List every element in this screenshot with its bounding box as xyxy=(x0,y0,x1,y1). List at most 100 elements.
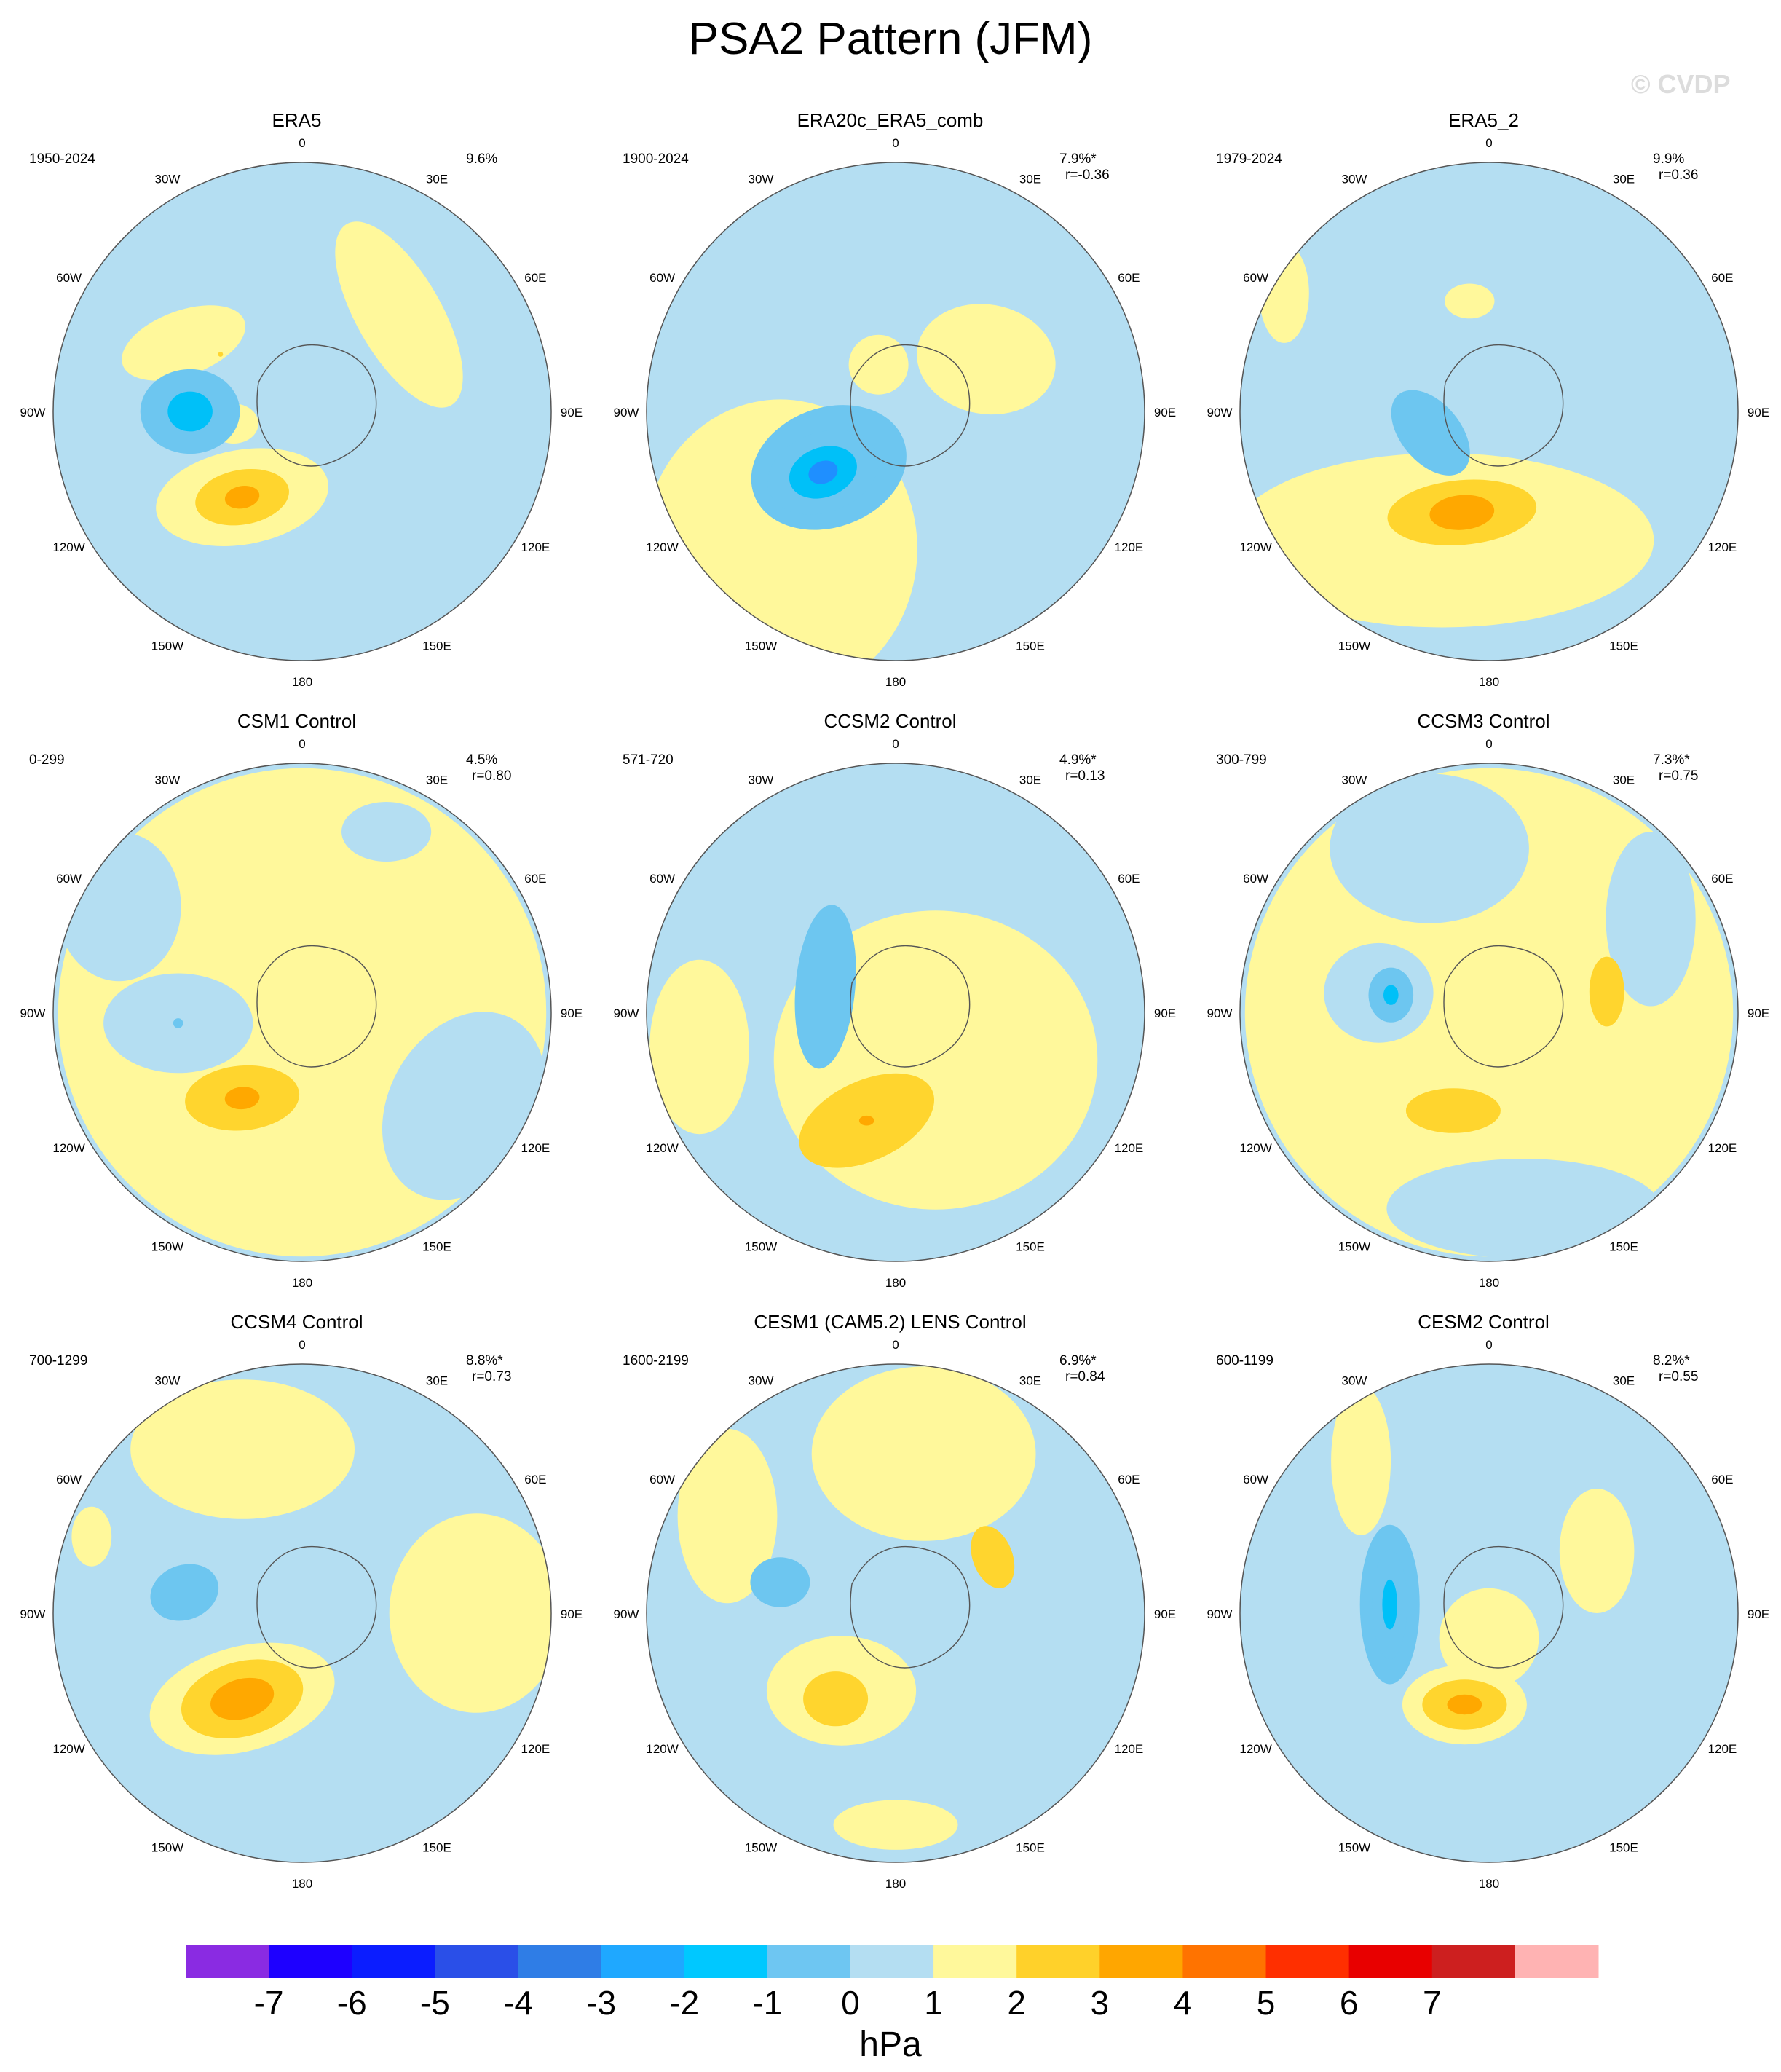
anomaly-contour xyxy=(1405,1088,1501,1133)
longitude-label: 0 xyxy=(892,136,899,150)
longitude-label: 120W xyxy=(1239,1141,1271,1155)
panel-title: ERA5 xyxy=(272,109,322,131)
longitude-label: 180 xyxy=(292,675,312,689)
longitude-label: 150W xyxy=(151,1240,183,1253)
polar-map: 0 30E 60E 90E 120E 150E 180 150W 120W 90W 60W 30W xyxy=(1207,1338,1770,1891)
antarctica-coastline xyxy=(850,945,971,1068)
panel-variance: 6.9%* xyxy=(1059,1353,1097,1368)
longitude-label: 30E xyxy=(1613,773,1635,787)
longitude-label: 120W xyxy=(646,1141,678,1155)
longitude-label: 30W xyxy=(1342,773,1367,787)
longitude-label: 60W xyxy=(56,271,82,285)
colorbar-swatch xyxy=(601,1945,685,1978)
colorbar-tick-label: 5 xyxy=(1257,1984,1276,2022)
antarctica-coastline xyxy=(256,945,377,1068)
polar-map: 0 30E 60E 90E 120E 150E 180 150W 120W 90W 60W 30W xyxy=(20,1338,583,1891)
anomaly-contour xyxy=(1330,773,1529,923)
longitude-label: 0 xyxy=(299,737,305,751)
longitude-label: 90E xyxy=(1154,1607,1176,1621)
longitude-label: 120W xyxy=(646,540,678,554)
longitude-label: 60E xyxy=(1711,1473,1733,1486)
longitude-label: 60W xyxy=(649,1473,675,1486)
antarctica-coastline xyxy=(256,1545,377,1669)
longitude-label: 90W xyxy=(1207,1007,1233,1020)
map-panel: 0 30E 60E 90E 120E 150E 180 150W 120W 90W 60W 30W CC… xyxy=(593,710,1187,1307)
longitude-label: 30E xyxy=(1613,173,1635,186)
longitude-label: 90E xyxy=(561,406,583,419)
anomaly-contour xyxy=(808,460,838,484)
longitude-label: 30E xyxy=(426,1374,448,1388)
map-panel: 0 30E 60E 90E 120E 150E 180 150W 120W 90W 60W 30W CC… xyxy=(0,1311,593,1908)
longitude-label: 0 xyxy=(1485,737,1492,751)
map-boundary xyxy=(52,1363,552,1863)
longitude-label: 150W xyxy=(151,1840,183,1854)
longitude-label: 0 xyxy=(299,136,305,150)
longitude-label: 150W xyxy=(745,1840,777,1854)
panel-variance: 8.2%* xyxy=(1653,1353,1690,1368)
panel-title: ERA20c_ERA5_comb xyxy=(797,109,984,131)
panel-correlation: r=0.36 xyxy=(1659,168,1699,183)
longitude-label: 120W xyxy=(52,1141,84,1155)
longitude-label: 120W xyxy=(646,1742,678,1756)
longitude-label: 30E xyxy=(1019,1374,1041,1388)
longitude-label: 90W xyxy=(20,406,46,419)
longitude-label: 150E xyxy=(1016,639,1045,653)
longitude-label: 60E xyxy=(1118,872,1140,886)
anomaly-contour xyxy=(71,1506,112,1567)
longitude-label: 90E xyxy=(561,1607,583,1621)
anomaly-contour xyxy=(1382,1579,1397,1630)
map-panel: 0 30E 60E 90E 120E 150E 180 150W 120W 90W 60W 30W ER… xyxy=(0,109,593,706)
colorbar-swatch xyxy=(352,1945,435,1978)
longitude-label: 30E xyxy=(1613,1374,1635,1388)
longitude-label: 150E xyxy=(422,1840,451,1854)
colorbar-tick-label: 2 xyxy=(1007,1984,1026,2022)
longitude-label: 90W xyxy=(614,1007,639,1020)
polar-map: 0 30E 60E 90E 120E 150E 180 150W 120W 90W 60W 30W xyxy=(614,737,1177,1290)
longitude-label: 30W xyxy=(155,1374,181,1388)
longitude-label: 30W xyxy=(155,773,181,787)
panel-period: 1979-2024 xyxy=(1216,151,1282,167)
anomaly-contour xyxy=(677,1428,778,1604)
longitude-label: 120E xyxy=(521,540,550,554)
anomaly-contour xyxy=(1386,1159,1661,1258)
longitude-label: 120E xyxy=(521,1141,550,1155)
map-boundary xyxy=(1239,763,1739,1262)
longitude-label: 150E xyxy=(1016,1840,1045,1854)
longitude-label: 150W xyxy=(1338,1840,1370,1854)
colorbar-swatch xyxy=(1016,1945,1100,1978)
panel-correlation: r=0.13 xyxy=(1065,768,1105,784)
longitude-label: 60W xyxy=(1243,872,1268,886)
longitude-label: 120E xyxy=(1115,1742,1144,1756)
colorbar-tick-label: -1 xyxy=(752,1984,782,2022)
longitude-label: 60E xyxy=(1118,1473,1140,1486)
panel-correlation: r=0.73 xyxy=(472,1369,512,1384)
longitude-label: 90E xyxy=(1748,406,1769,419)
colorbar-swatch xyxy=(1265,1945,1350,1978)
longitude-label: 120W xyxy=(52,540,84,554)
panel-period: 1900-2024 xyxy=(623,151,689,167)
longitude-label: 90W xyxy=(1207,1607,1233,1621)
longitude-label: 90W xyxy=(20,1007,46,1020)
colorbar-swatch xyxy=(933,1945,1017,1978)
panel-correlation: r=0.75 xyxy=(1659,768,1699,784)
antarctica-coastline xyxy=(1443,1545,1564,1669)
colorbar-unit: hPa xyxy=(859,2025,922,2064)
panel-period: 1600-2199 xyxy=(623,1353,689,1368)
longitude-label: 120W xyxy=(1239,540,1271,554)
map-boundary xyxy=(646,162,1145,661)
longitude-label: 30E xyxy=(426,773,448,787)
longitude-label: 90E xyxy=(561,1007,583,1020)
longitude-label: 60W xyxy=(649,271,675,285)
polar-map: 0 30E 60E 90E 120E 150E 180 150W 120W 90W 60W 30W xyxy=(20,737,583,1290)
longitude-label: 90E xyxy=(1748,1007,1769,1020)
map-boundary xyxy=(52,162,552,661)
colorbar-tick-label: -4 xyxy=(503,1984,533,2022)
map-panel: 0 30E 60E 90E 120E 150E 180 150W 120W 90W 60W 30W CE… xyxy=(593,1311,1187,1908)
polar-map: 0 30E 60E 90E 120E 150E 180 150W 120W 90W 60W 30W xyxy=(614,1338,1177,1891)
anomaly-contour xyxy=(1391,390,1470,476)
longitude-label: 180 xyxy=(885,1877,906,1891)
longitude-label: 120E xyxy=(1115,1141,1144,1155)
anomaly-contour xyxy=(649,959,749,1135)
longitude-label: 90W xyxy=(614,1607,639,1621)
longitude-label: 150W xyxy=(151,639,183,653)
